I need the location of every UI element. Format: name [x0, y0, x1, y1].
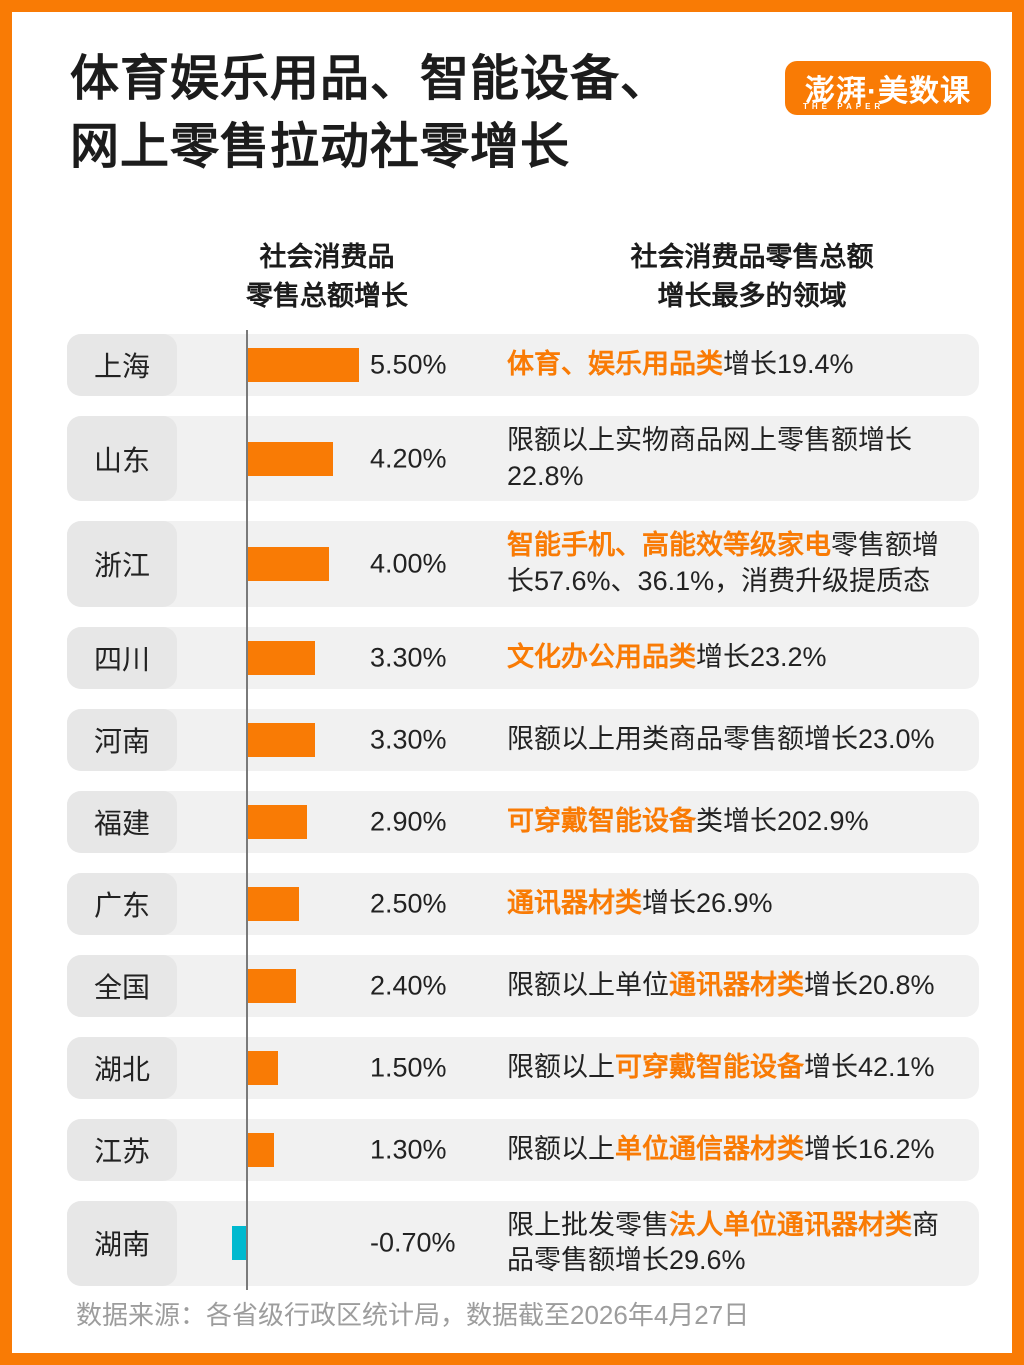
- bar-chart: 上海 5.50% 体育、娱乐用品类增长19.4% 山东 4.20% 限额以上实物商品网上零…: [67, 330, 979, 1306]
- page-title-line2: 网上零售拉动社零增长: [70, 119, 571, 174]
- positive-bar: [248, 441, 333, 476]
- positive-bar: [248, 546, 329, 581]
- description-segment: 增长20.8%: [804, 969, 935, 1000]
- row-description: 可穿戴智能设备类增长202.9%: [507, 804, 869, 840]
- value-label: 4.00%: [370, 548, 447, 579]
- chart-row: 广东 2.50% 通讯器材类增长26.9%: [67, 872, 979, 935]
- region-label: 全国: [67, 954, 177, 1017]
- value-label: 3.30%: [370, 724, 447, 754]
- description-highlight: 通讯器材类: [507, 887, 642, 918]
- description-segment: 增长23.2%: [696, 641, 827, 672]
- region-label: 江苏: [67, 1118, 177, 1181]
- description-segment: 限额以上用类商品零售额增长23.0%: [507, 723, 935, 754]
- description-segment: 类增长202.9%: [696, 805, 869, 836]
- value-label: 4.20%: [370, 443, 447, 474]
- description-highlight: 体育、娱乐用品类: [507, 349, 723, 380]
- chart-row: 全国 2.40% 限额以上单位通讯器材类增长20.8%: [67, 954, 979, 1017]
- row-description: 限额以上用类商品零售额增长23.0%: [507, 722, 935, 758]
- column-header-left: 社会消费品 零售总额增长: [246, 242, 408, 312]
- description-segment: 增长16.2%: [804, 1133, 935, 1164]
- row-description: 体育、娱乐用品类增长19.4%: [507, 347, 854, 383]
- region-label: 广东: [67, 872, 177, 935]
- positive-bar: [248, 886, 299, 921]
- description-highlight: 法人单位通讯器材类: [669, 1209, 912, 1240]
- region-label: 浙江: [67, 521, 177, 607]
- region-label: 湖南: [67, 1200, 177, 1286]
- value-label: 2.90%: [370, 806, 447, 836]
- chart-row: 四川 3.30% 文化办公用品类增长23.2%: [67, 626, 979, 689]
- description-segment: 零售额增长57.6%、36.1%，消费升级提质态: [507, 530, 939, 596]
- description-highlight: 文化办公用品类: [507, 641, 696, 672]
- description-segment: 限额以上: [507, 1133, 615, 1164]
- chart-row: 湖南 -0.70% 限上批发零售法人单位通讯器材类商品零售额增长29.6%: [67, 1200, 979, 1286]
- description-highlight: 通讯器材类: [669, 969, 804, 1000]
- row-description: 智能手机、高能效等级家电零售额增长57.6%、36.1%，消费升级提质态: [507, 528, 963, 599]
- chart-row: 浙江 4.00% 智能手机、高能效等级家电零售额增长57.6%、36.1%，消费升级…: [67, 521, 979, 607]
- value-label: 3.30%: [370, 642, 447, 672]
- description-segment: 限额以上: [507, 1051, 615, 1082]
- publisher-logo: 澎湃·美数课 THE PAPER: [785, 61, 991, 115]
- row-description: 限额以上单位通讯器材类增长20.8%: [507, 968, 935, 1004]
- description-segment: 限上批发零售: [507, 1209, 669, 1240]
- value-label: 1.30%: [370, 1134, 447, 1164]
- positive-bar: [248, 722, 315, 757]
- region-label: 福建: [67, 790, 177, 853]
- row-description: 限上批发零售法人单位通讯器材类商品零售额增长29.6%: [507, 1208, 963, 1279]
- region-label: 湖北: [67, 1036, 177, 1099]
- value-label: 5.50%: [370, 349, 447, 380]
- chart-row: 江苏 1.30% 限额以上单位通信器材类增长16.2%: [67, 1118, 979, 1181]
- data-source-note: 数据来源：各省级行政区统计局，数据截至2026年4月27日: [76, 1300, 750, 1330]
- chart-row: 上海 5.50% 体育、娱乐用品类增长19.4%: [67, 334, 979, 396]
- positive-bar: [248, 348, 359, 382]
- value-label: 2.40%: [370, 970, 447, 1000]
- chart-row: 福建 2.90% 可穿戴智能设备类增长202.9%: [67, 790, 979, 853]
- page-title: 体育娱乐用品、智能设备、 网上零售拉动社零增长: [70, 46, 790, 181]
- negative-bar: [232, 1226, 246, 1261]
- row-description: 限额以上单位通信器材类增长16.2%: [507, 1132, 935, 1168]
- row-description: 限额以上实物商品网上零售额增长22.8%: [507, 423, 963, 494]
- region-label: 四川: [67, 626, 177, 689]
- description-segment: 增长26.9%: [642, 887, 773, 918]
- description-segment: 商品零售额增长29.6%: [507, 1209, 939, 1276]
- value-label: 1.50%: [370, 1052, 447, 1082]
- chart-row: 山东 4.20% 限额以上实物商品网上零售额增长22.8%: [67, 416, 979, 502]
- chart-row: 湖北 1.50% 限额以上可穿戴智能设备增长42.1%: [67, 1036, 979, 1099]
- row-description: 通讯器材类增长26.9%: [507, 886, 773, 922]
- chart-row: 河南 3.30% 限额以上用类商品零售额增长23.0%: [67, 708, 979, 771]
- publisher-logo-text: 澎湃·美数课: [805, 75, 971, 108]
- description-highlight: 可穿戴智能设备: [507, 805, 696, 836]
- positive-bar: [248, 1050, 278, 1085]
- positive-bar: [248, 1132, 274, 1167]
- description-segment: 限额以上单位: [507, 969, 669, 1000]
- value-label: -0.70%: [370, 1227, 456, 1258]
- value-label: 2.50%: [370, 888, 447, 918]
- description-highlight: 智能手机、高能效等级家电: [507, 530, 831, 561]
- row-description: 文化办公用品类增长23.2%: [507, 640, 827, 676]
- region-label: 山东: [67, 416, 177, 502]
- row-description: 限额以上可穿戴智能设备增长42.1%: [507, 1050, 935, 1086]
- description-segment: 增长19.4%: [723, 349, 854, 380]
- positive-bar: [248, 968, 296, 1003]
- positive-bar: [248, 640, 315, 675]
- region-label: 上海: [67, 334, 177, 396]
- column-header-right: 社会消费品零售总额 增长最多的领域: [630, 242, 874, 312]
- positive-bar: [248, 804, 307, 839]
- description-highlight: 单位通信器材类: [615, 1133, 804, 1164]
- description-segment: 增长42.1%: [804, 1051, 935, 1082]
- description-highlight: 可穿戴智能设备: [615, 1051, 804, 1082]
- description-segment: 限额以上实物商品网上零售额增长22.8%: [507, 425, 912, 491]
- publisher-logo-subtext: THE PAPER: [803, 102, 885, 111]
- region-label: 河南: [67, 708, 177, 771]
- zero-axis-line: [246, 330, 248, 1290]
- page-title-line1: 体育娱乐用品、智能设备、: [70, 52, 671, 106]
